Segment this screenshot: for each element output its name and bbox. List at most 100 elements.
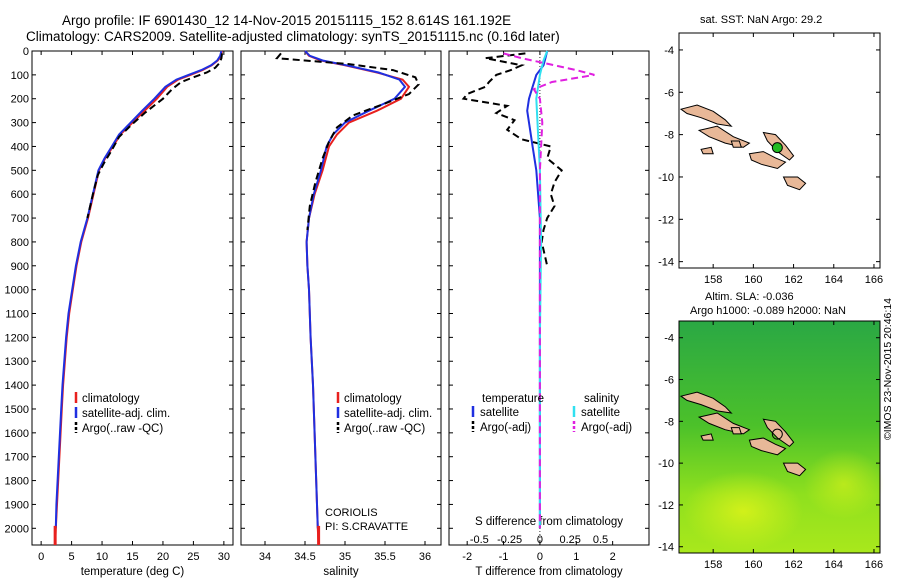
float-annotation: CORIOLIS — [325, 507, 378, 519]
map-ytick-label: -14 — [658, 542, 674, 554]
map-xtick-label: 158 — [704, 274, 722, 286]
depth-tick-label: 900 — [11, 261, 29, 273]
s-diff-tick-label: 0 — [537, 534, 543, 546]
s-diff-tick-label: -0.5 — [470, 534, 489, 546]
island — [700, 433, 714, 441]
island — [762, 418, 795, 448]
temperature-xtick-label: 30 — [218, 551, 230, 563]
temperature-xtick-label: 20 — [157, 551, 169, 563]
sst-map-title: sat. SST: NaN Argo: 29.2 — [700, 14, 823, 26]
legend-header-temperature: temperature — [482, 393, 544, 405]
depth-tick-label: 1900 — [5, 499, 29, 511]
map-ytick-label: -6 — [664, 375, 674, 387]
temperature-plot-area — [31, 50, 234, 546]
depth-tick-label: 0 — [23, 46, 29, 58]
difference-xlabel: T difference from climatology — [475, 566, 622, 578]
legend-label: satellite-adj. clim. — [344, 408, 432, 420]
difference-xtick-label: 1 — [573, 551, 579, 563]
salinity-xtick-label: 34.5 — [294, 551, 315, 563]
map-xtick-label: 164 — [825, 559, 843, 571]
depth-tick-label: 600 — [11, 189, 29, 201]
map-ytick-label: -10 — [658, 458, 674, 470]
salinity-series-argorawqc — [274, 52, 420, 231]
difference-xtick-label: -2 — [462, 551, 472, 563]
depth-tick-label: 700 — [11, 213, 29, 225]
map-xtick-label: 162 — [784, 274, 802, 286]
sst_map-panel: 158 160 162 164 166 -4 -6 -8 -10 -12 -14 — [658, 32, 883, 286]
legend-label: climatology — [344, 393, 402, 405]
depth-tick-label: 800 — [11, 237, 29, 249]
salinity-xlabel: salinity — [323, 566, 358, 578]
map-xtick-label: 158 — [704, 559, 722, 571]
map-ytick-label: -4 — [664, 45, 674, 57]
map-xtick-label: 164 — [825, 274, 843, 286]
legend-label: satellite — [480, 407, 519, 419]
s-diff-xlabel: S difference from climatology — [475, 516, 623, 528]
s-diff-tick-label: -0.25 — [497, 534, 522, 546]
sla-map-title-line2: Argo h1000: -0.089 h2000: NaN — [690, 305, 846, 317]
depth-tick-label: 1500 — [5, 404, 29, 416]
temperature-xtick-label: 15 — [126, 551, 138, 563]
map-ytick-label: -10 — [658, 172, 674, 184]
figure-title-line1: Argo profile: IF 6901430_12 14-Nov-2015 … — [62, 13, 512, 28]
sst_map-frame — [678, 32, 881, 269]
depth-tick-label: 500 — [11, 165, 29, 177]
legend-label: Argo(-adj) — [581, 422, 632, 434]
sla-high-anomaly — [803, 449, 884, 520]
difference-xtick-label: 0 — [537, 551, 543, 563]
float-position-marker — [771, 142, 783, 154]
salinity-xtick-label: 35.5 — [374, 551, 395, 563]
temperature-series-argorawqc — [86, 53, 223, 219]
sla-map-title-line1: Altim. SLA: -0.036 — [705, 291, 794, 303]
legend-label: satellite-adj. clim. — [82, 408, 170, 420]
difference-series-argoadj — [503, 52, 595, 529]
temperature-xtick-label: 0 — [38, 551, 44, 563]
temperature-xtick-label: 5 — [69, 551, 75, 563]
map-xtick-label: 160 — [744, 274, 762, 286]
map-ytick-label: -12 — [658, 500, 674, 512]
float-position-marker — [771, 428, 783, 440]
depth-tick-label: 100 — [11, 70, 29, 82]
depth-tick-label: 1700 — [5, 452, 29, 464]
island — [730, 427, 742, 435]
depth-tick-label: 400 — [11, 141, 29, 153]
depth-tick-label: 1200 — [5, 332, 29, 344]
legend-label: climatology — [82, 393, 140, 405]
temperature-xtick-label: 10 — [96, 551, 108, 563]
s-diff-tick-label: 0.5 — [593, 534, 608, 546]
legend-label: Argo(..raw -QC) — [82, 423, 163, 435]
depth-tick-label: 2000 — [5, 523, 29, 535]
legend-label: Argo(-adj) — [480, 422, 531, 434]
salinity-xtick-label: 36 — [419, 551, 431, 563]
sla-high-anomaly — [683, 471, 804, 552]
sla_map-frame — [678, 320, 881, 554]
salinity-xtick-label: 34 — [259, 551, 271, 563]
difference-xtick-label: 2 — [610, 551, 616, 563]
depth-tick-label: 200 — [11, 94, 29, 106]
map-ytick-label: -12 — [658, 214, 674, 226]
depth-tick-label: 1300 — [5, 356, 29, 368]
depth-tick-label: 1000 — [5, 285, 29, 297]
legend-label: satellite — [581, 407, 620, 419]
island — [679, 391, 733, 414]
legend-header-salinity: salinity — [584, 393, 619, 405]
legend-label: Argo(..raw -QC) — [344, 423, 425, 435]
map-ytick-label: -6 — [664, 87, 674, 99]
figure-title-line2: Climatology: CARS2009. Satellite-adjuste… — [26, 29, 560, 44]
island — [730, 140, 742, 148]
map-ytick-label: -14 — [658, 257, 674, 269]
map-xtick-label: 166 — [865, 559, 883, 571]
depth-tick-label: 1800 — [5, 476, 29, 488]
map-ytick-label: -8 — [664, 416, 674, 428]
map-ytick-label: -4 — [664, 333, 674, 345]
temperature-xlabel: temperature (deg C) — [81, 566, 185, 578]
island — [748, 151, 787, 170]
difference-plot-area — [448, 50, 650, 546]
island — [679, 104, 733, 127]
temperature-xtick-label: 25 — [187, 551, 199, 563]
temperature-panel: 0100200300400500600700800900100011001200… — [5, 46, 234, 578]
difference-xtick-label: -1 — [499, 551, 509, 563]
map-xtick-label: 162 — [784, 559, 802, 571]
salinity-xtick-label: 35 — [339, 551, 351, 563]
